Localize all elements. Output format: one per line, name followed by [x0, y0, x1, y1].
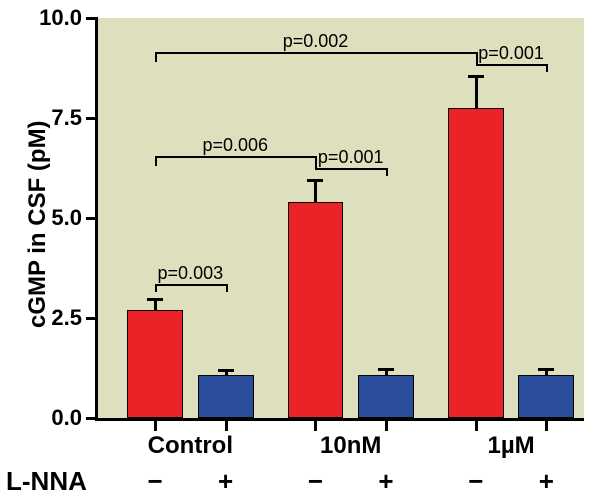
sig-bracket-drop [386, 168, 388, 176]
sig-bracket-drop [155, 284, 157, 292]
x-group-label: 1µM [451, 432, 571, 460]
errorbar-cap [538, 368, 554, 371]
sig-bracket [315, 168, 387, 170]
errorbar-cap [378, 368, 394, 371]
y-tick [86, 17, 98, 20]
y-tick [86, 317, 98, 320]
y-tick-label: 10.0 [30, 5, 82, 31]
sig-bracket-drop [226, 284, 228, 292]
sig-bracket-drop [546, 64, 548, 72]
lnna-sign: + [212, 466, 240, 497]
errorbar-cap [307, 179, 323, 182]
sig-bracket [476, 64, 548, 66]
bar-Control-plus [198, 375, 254, 418]
bar-10nM-plus [358, 375, 414, 418]
p-value-label: p=0.001 [456, 43, 566, 64]
sig-bracket [155, 52, 478, 54]
lnna-sign: − [141, 466, 169, 497]
lnna-sign: + [372, 466, 400, 497]
x-tick [475, 421, 478, 431]
x-group-label: 10nM [291, 432, 411, 460]
lnna-sign: + [532, 466, 560, 497]
errorbar-cap [147, 298, 163, 301]
y-tick-label: 0.0 [30, 405, 82, 431]
lnna-row-title: L-NNA [6, 466, 96, 497]
y-tick [86, 417, 98, 420]
chart-figure: p=0.003p=0.006p=0.001p=0.002p=0.0010.02.… [0, 0, 600, 504]
x-tick [154, 421, 157, 431]
errorbar [314, 180, 317, 202]
y-axis-label: cGMP in CSF (pM) [24, 120, 52, 328]
lnna-sign: − [301, 466, 329, 497]
x-tick [225, 421, 228, 431]
p-value-label: p=0.006 [180, 135, 290, 156]
bar-1µM-plus [518, 375, 574, 418]
bar-1µM-minus [448, 108, 504, 418]
errorbar [475, 76, 478, 108]
x-axis [95, 418, 584, 421]
bar-10nM-minus [288, 202, 344, 418]
y-tick [86, 217, 98, 220]
p-value-label: p=0.003 [135, 263, 245, 284]
sig-bracket [155, 284, 227, 286]
errorbar-cap [468, 75, 484, 78]
p-value-label: p=0.002 [260, 31, 370, 52]
errorbar-cap [218, 369, 234, 372]
sig-bracket [155, 156, 317, 158]
sig-bracket-drop [155, 52, 157, 62]
y-tick [86, 117, 98, 120]
x-tick [385, 421, 388, 431]
bar-Control-minus [127, 310, 183, 418]
p-value-label: p=0.001 [296, 147, 406, 168]
x-group-label: Control [130, 432, 250, 460]
x-tick [545, 421, 548, 431]
lnna-sign: − [462, 466, 490, 497]
x-tick [314, 421, 317, 431]
sig-bracket-drop [155, 156, 157, 166]
